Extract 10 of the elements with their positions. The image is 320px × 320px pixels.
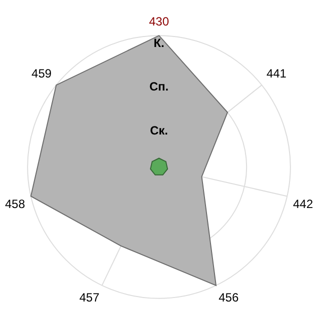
spoke-label: 442 xyxy=(292,197,314,212)
spoke-label: 441 xyxy=(266,66,287,80)
spoke-label: 456 xyxy=(218,290,239,304)
spoke-label: 459 xyxy=(32,66,52,80)
y-tick-label: Ск. xyxy=(150,124,168,138)
spoke-label: 430 xyxy=(148,14,170,29)
spoke-label: 457 xyxy=(79,290,100,304)
y-tick-label: Сп. xyxy=(149,80,169,94)
y-tick-label: К. xyxy=(154,36,164,50)
spoke-label: 458 xyxy=(4,197,26,212)
